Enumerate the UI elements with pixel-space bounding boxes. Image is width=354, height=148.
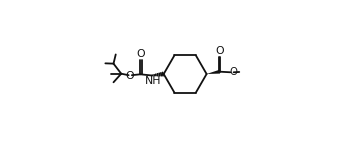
Text: NH: NH xyxy=(145,76,161,86)
Text: O: O xyxy=(229,67,237,77)
Text: O: O xyxy=(215,46,224,56)
Text: O: O xyxy=(125,71,133,81)
Text: O: O xyxy=(136,49,145,59)
Polygon shape xyxy=(207,70,220,74)
